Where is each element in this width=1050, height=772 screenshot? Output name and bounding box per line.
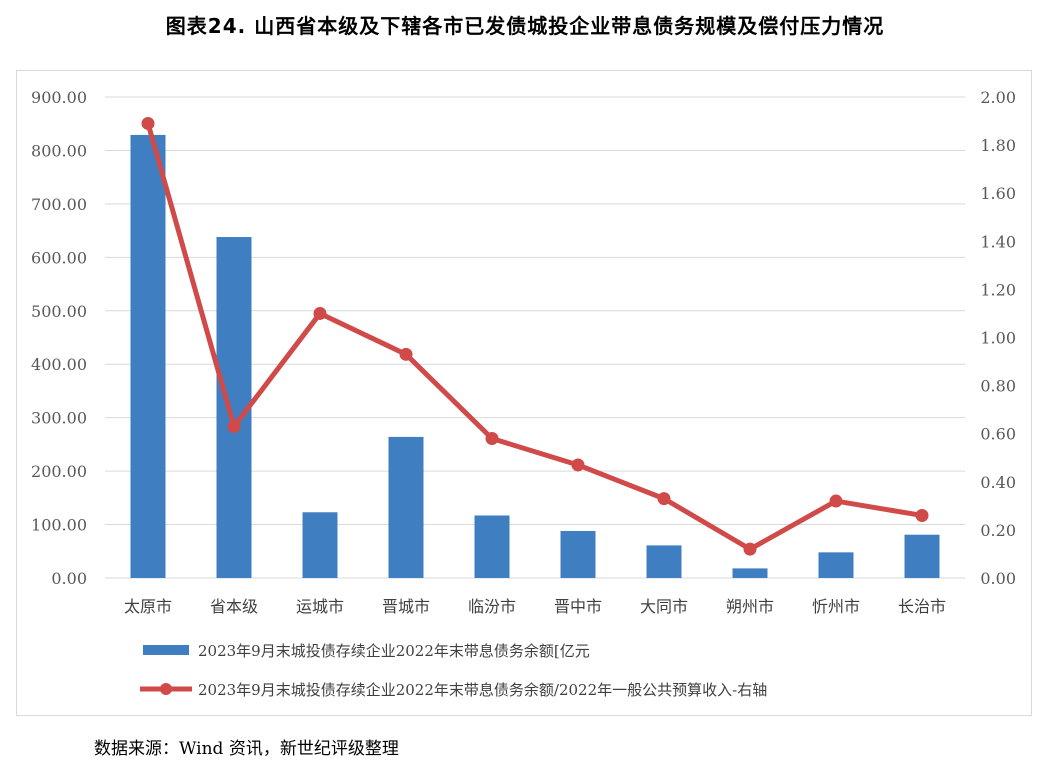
right-tick-label: 0.00 (980, 569, 1016, 588)
line-point (399, 347, 413, 361)
bar (646, 545, 682, 578)
source-note: 数据来源：Wind 资讯，新世纪评级整理 (94, 739, 399, 759)
line-series (141, 116, 929, 556)
bar (904, 534, 940, 578)
category-label: 临汾市 (468, 597, 516, 616)
right-tick-label: 1.80 (980, 136, 1016, 155)
left-tick-label: 300.00 (31, 409, 87, 428)
left-tick-label: 700.00 (31, 195, 87, 214)
bar (302, 512, 338, 578)
right-tick-label: 1.00 (980, 329, 1016, 348)
legend-bar-label: 2023年9月末城投债存续企业2022年末带息债务余额[亿元 (198, 642, 590, 660)
left-tick-label: 0.00 (51, 569, 87, 588)
left-y-axis: 0.00 100.00 200.00 300.00 400.00 500.00 600.00… (31, 88, 87, 588)
x-axis-categories: 太原市 省本级 运城市 晋城市 临汾市 晋中市 大同市 朔州市 忻州市 长治市 (124, 597, 946, 616)
category-label: 朔州市 (726, 597, 774, 616)
category-label: 忻州市 (812, 597, 860, 616)
chart-title: 图表24. 山西省本级及下辖各市已发债城投企业带息债务规模及偿付压力情况 (165, 14, 885, 38)
ratio-line (145, 122, 923, 552)
category-label: 长治市 (898, 597, 946, 616)
left-tick-label: 800.00 (31, 141, 87, 160)
left-tick-label: 500.00 (31, 302, 87, 321)
right-tick-label: 0.40 (980, 473, 1016, 492)
line-point (743, 542, 757, 556)
legend-line-label: 2023年9月末城投债存续企业2022年末带息债务余额/2022年一般公共预算收… (198, 681, 767, 699)
category-label: 太原市 (124, 597, 172, 616)
line-point (829, 494, 843, 508)
left-tick-label: 200.00 (31, 462, 87, 481)
right-tick-label: 2.00 (980, 88, 1016, 107)
category-label: 运城市 (296, 597, 344, 616)
bar (560, 530, 596, 578)
right-tick-label: 0.80 (980, 377, 1016, 396)
left-tick-label: 900.00 (31, 88, 87, 107)
line-point (485, 432, 499, 446)
line-point (571, 458, 585, 472)
right-tick-label: 1.60 (980, 184, 1016, 203)
right-tick-label: 1.20 (980, 280, 1016, 299)
category-label: 晋中市 (554, 597, 602, 616)
bar (474, 515, 510, 578)
category-label: 省本级 (210, 597, 258, 616)
right-tick-label: 1.40 (980, 232, 1016, 251)
bar (818, 552, 854, 578)
right-y-axis: 0.00 0.20 0.40 0.60 0.80 1.00 1.20 1.40 1.60 1.80… (980, 88, 1016, 588)
bar (130, 134, 166, 578)
legend-bar-swatch (143, 645, 189, 655)
bar (388, 436, 424, 578)
line-point (227, 419, 241, 433)
right-tick-label: 0.20 (980, 521, 1016, 540)
category-label: 大同市 (640, 597, 688, 616)
legend: 2023年9月末城投债存续企业2022年末带息债务余额[亿元 2023年9月末城… (140, 642, 767, 699)
left-tick-label: 100.00 (31, 516, 87, 535)
left-tick-label: 400.00 (31, 355, 87, 374)
bar-series (130, 134, 940, 578)
bar (732, 568, 768, 578)
line-point (141, 116, 155, 130)
line-point (657, 492, 671, 506)
right-tick-label: 0.60 (980, 425, 1016, 444)
left-tick-label: 600.00 (31, 248, 87, 267)
chart-frame (16, 70, 1032, 716)
category-label: 晋城市 (382, 597, 430, 616)
line-point (915, 508, 929, 522)
line-point (313, 306, 327, 320)
legend-line-marker (160, 683, 172, 695)
